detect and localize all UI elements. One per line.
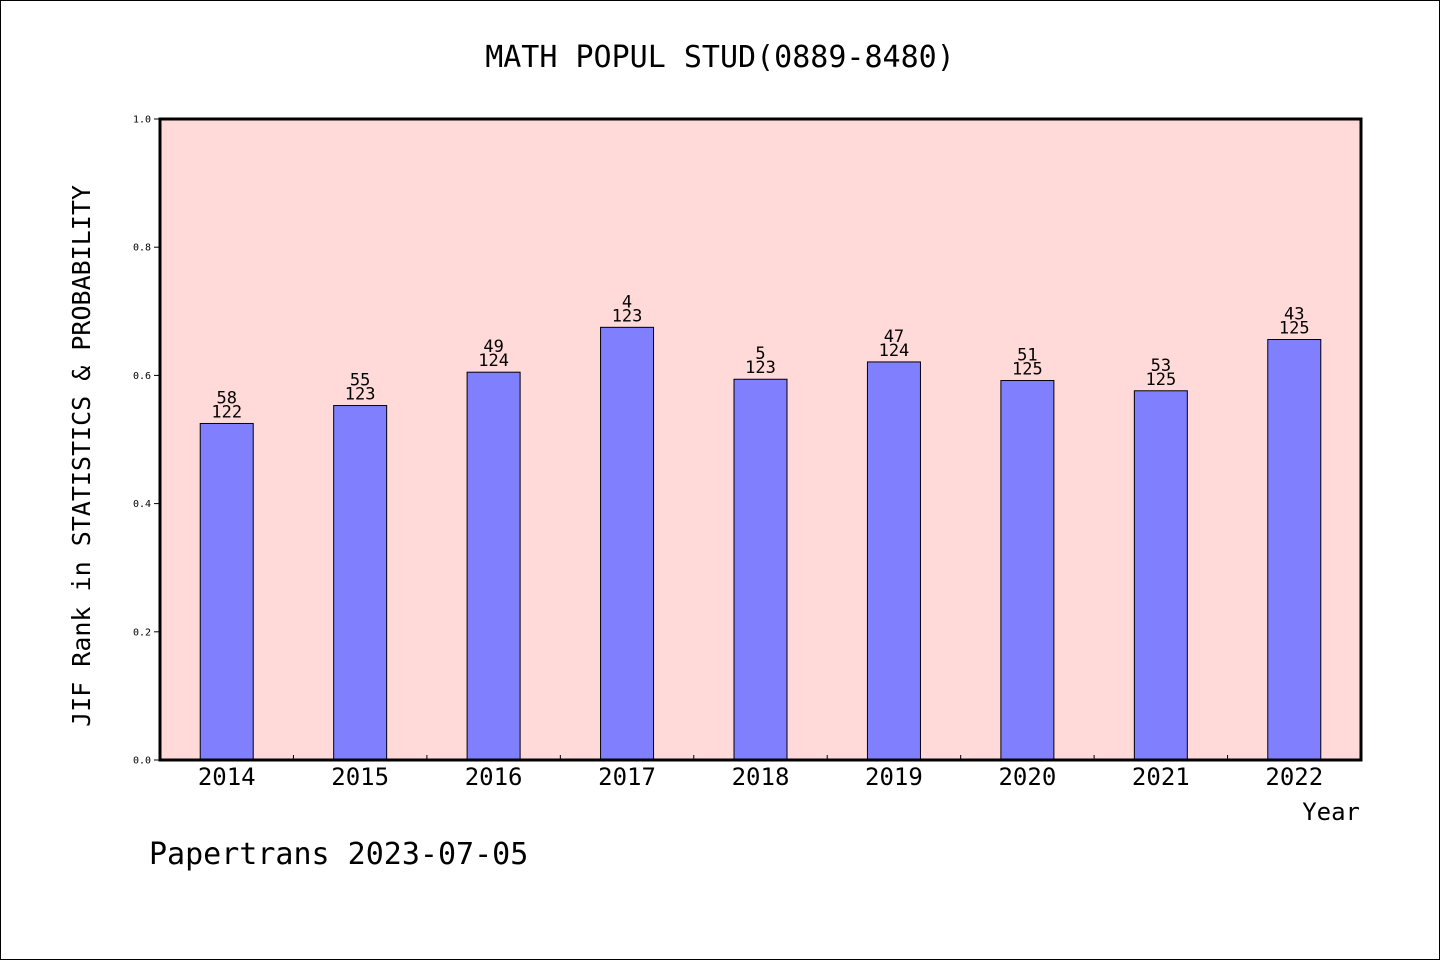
x-tick-label: 2020 xyxy=(998,763,1056,791)
bar-total-label: 125 xyxy=(1279,319,1310,339)
chart-title: MATH POPUL STUD(0889-8480) xyxy=(485,40,955,75)
x-tick-label: 2016 xyxy=(465,763,523,791)
bar-2022 xyxy=(1267,339,1322,761)
y-tick-label: 0.0 xyxy=(133,756,151,767)
bar-rank-label: 4 xyxy=(622,292,632,312)
bar-total-label: 125 xyxy=(1145,370,1176,390)
x-tick-label: 2018 xyxy=(732,763,790,791)
x-tick-label: 2017 xyxy=(598,763,656,791)
bar-rank-label: 53 xyxy=(1151,356,1171,376)
x-axis-label: Year xyxy=(1302,798,1360,826)
x-tick-label: 2015 xyxy=(331,763,389,791)
bar-rank-label: 47 xyxy=(884,327,904,347)
y-tick-label: 0.8 xyxy=(133,243,151,254)
bar-total-label: 123 xyxy=(745,358,776,378)
x-tick-label: 2021 xyxy=(1132,763,1190,791)
bar-rank-label: 5 xyxy=(755,344,765,364)
bar-2018 xyxy=(733,378,788,761)
footer-text: Papertrans 2023-07-05 xyxy=(149,837,528,872)
bar-total-label: 125 xyxy=(1012,360,1043,380)
y-tick-label: 0.6 xyxy=(133,371,151,382)
bar-rank-label: 49 xyxy=(483,337,503,357)
bar-total-label: 124 xyxy=(879,341,910,361)
y-tick-label: 0.2 xyxy=(133,627,151,638)
bar-total-label: 124 xyxy=(478,351,509,371)
y-axis: 0.0 0.2 0.4 0.6 0.8 1.0 xyxy=(133,115,160,767)
bar-2015 xyxy=(333,405,388,761)
x-tick-label: 2022 xyxy=(1265,763,1323,791)
y-tick-label: 0.4 xyxy=(133,499,151,510)
bar-rank-label: 58 xyxy=(216,388,236,408)
x-tick-label: 2019 xyxy=(865,763,923,791)
bar-total-label: 123 xyxy=(612,306,643,326)
bar-rank-label: 51 xyxy=(1017,346,1037,366)
x-tick-label: 2014 xyxy=(198,763,256,791)
bar-total-label: 122 xyxy=(211,402,242,422)
bar-2016 xyxy=(466,371,521,761)
bar-2019 xyxy=(866,361,921,761)
plot-border xyxy=(158,117,1363,762)
bar-2014 xyxy=(199,422,254,761)
bar-2017 xyxy=(600,326,655,761)
bar-total-label: 123 xyxy=(345,385,376,405)
bar-rank-label: 55 xyxy=(350,371,370,391)
y-tick-label: 1.0 xyxy=(133,115,151,126)
bar-2021 xyxy=(1133,390,1188,761)
y-axis-label: JIF Rank in STATISTICS & PROBABILITY xyxy=(67,185,96,727)
bar-2020 xyxy=(1000,380,1055,761)
x-axis: 2014 2015 2016 2017 2018 2019 2020 2021 2022 xyxy=(198,755,1323,791)
bar-rank-label: 43 xyxy=(1284,305,1304,325)
